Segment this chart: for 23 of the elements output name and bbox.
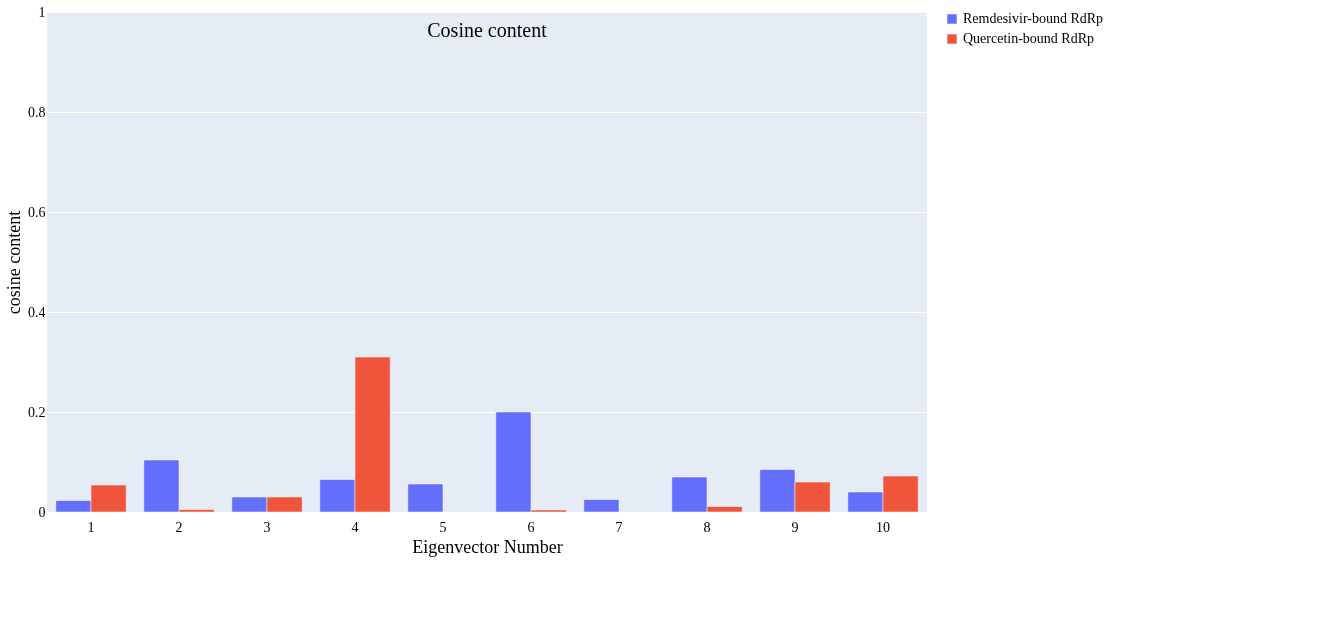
x-tick-label: 9 [791, 519, 799, 535]
y-tick-label: 0.2 [28, 404, 46, 420]
x-tick-label: 7 [615, 519, 623, 535]
y-tick-label: 0 [38, 504, 46, 520]
y-tick-label: 0.8 [28, 104, 46, 120]
x-tick-label: 4 [351, 519, 359, 535]
x-tick-label: 8 [703, 519, 711, 535]
y-axis-title: cosine content [4, 210, 24, 315]
legend-label: Quercetin-bound RdRp [963, 31, 1095, 46]
x-tick-label: 2 [175, 519, 183, 535]
legend-label: Remdesivir-bound RdRp [963, 11, 1104, 26]
y-tick-label: 0.4 [28, 304, 46, 320]
x-tick-label: 1 [87, 519, 95, 535]
bar [583, 499, 620, 513]
x-axis-title: Eigenvector Number [412, 536, 563, 557]
chart-title: Cosine content [427, 19, 548, 41]
x-tick-label: 10 [876, 519, 890, 535]
y-tick-label: 0.6 [28, 204, 46, 220]
x-tick-label: 5 [439, 519, 447, 535]
y-tick-label: 1 [38, 4, 46, 20]
x-tick-label: 6 [527, 519, 535, 535]
bar [407, 483, 444, 513]
x-tick-label: 3 [263, 519, 271, 535]
